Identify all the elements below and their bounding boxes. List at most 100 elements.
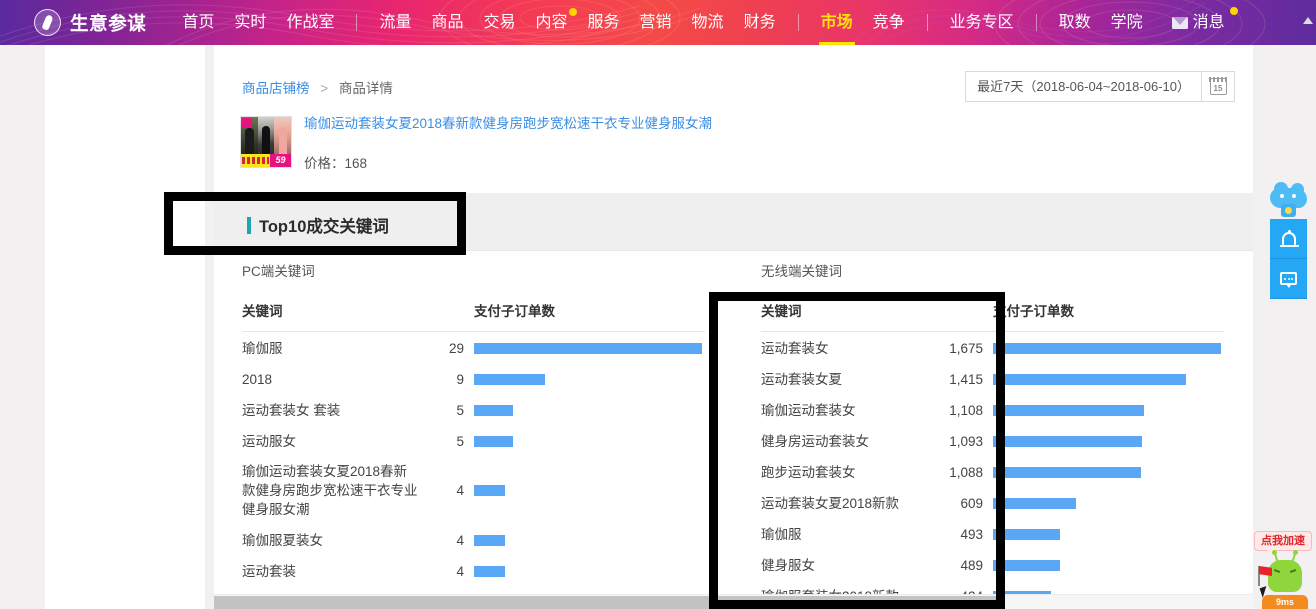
feather-badge-icon[interactable] <box>34 9 61 36</box>
nav-item-data-fetch[interactable]: 取数 <box>1058 14 1091 31</box>
mascot-robot-icon[interactable] <box>1270 182 1307 219</box>
nav-item-home[interactable]: 首页 <box>182 14 215 31</box>
table-row[interactable]: 跑步运动套装女 1,088 <box>761 456 1224 487</box>
notification-button[interactable] <box>1270 219 1307 259</box>
mobile-table-body: 运动套装女 1,675 运动套装女夏 1,415 瑜伽运动套装女 1,108 健身房运动套装… <box>761 332 1224 609</box>
mobile-table-header-row: 关键词 支付子订单数 <box>761 300 1224 332</box>
pc-bar-cell <box>474 342 705 354</box>
nav-item-finance[interactable]: 财务 <box>743 14 776 31</box>
breadcrumb-separator: > <box>320 81 329 96</box>
product-thumbnail[interactable]: 59 <box>240 116 292 168</box>
mobile-order-count-cell: 1,415 <box>949 371 983 387</box>
scroll-up-arrow-icon[interactable] <box>1303 17 1313 24</box>
chat-button[interactable] <box>1270 259 1307 299</box>
nav-item-content[interactable]: 内容 <box>526 0 578 45</box>
pc-bar <box>474 373 545 385</box>
horizontal-scrollbar[interactable] <box>214 594 1253 609</box>
nav-item-academy[interactable]: 学院 <box>1110 14 1143 31</box>
speed-bubble-button[interactable]: 点我加速 <box>1254 531 1312 556</box>
product-title[interactable]: 瑜伽运动套装女夏2018春新款健身房跑步宽松速干衣专业健身服女潮 <box>304 116 713 131</box>
speed-booster-widget: 点我加速 9ms <box>1252 527 1314 609</box>
mobile-bar-cell <box>993 435 1224 447</box>
right-gutter <box>1253 45 1316 609</box>
table-row[interactable]: 运动套装女夏 1,415 <box>761 363 1224 394</box>
red-flag-icon <box>1259 566 1272 576</box>
nav-item-products[interactable]: 商品 <box>431 14 464 31</box>
nav-item-messages-label: 消息 <box>1192 14 1225 31</box>
mobile-keyword-cell: 瑜伽服 <box>761 526 802 542</box>
table-row[interactable]: 健身房运动套装女 1,093 <box>761 425 1224 456</box>
pc-order-count-cell: 4 <box>456 563 464 579</box>
nav-item-logistics[interactable]: 物流 <box>691 14 724 31</box>
table-row[interactable]: 运动服女 5 <box>242 425 705 456</box>
nav-item-service[interactable]: 服务 <box>587 14 620 31</box>
floating-side-rail <box>1270 182 1307 299</box>
date-range-picker[interactable]: 最近7天（2018-06-04~2018-06-10） 15 <box>965 71 1235 102</box>
table-row[interactable]: 运动套装女 1,675 <box>761 332 1224 363</box>
nav-item-traffic[interactable]: 流量 <box>379 14 412 31</box>
mobile-bar <box>993 466 1142 478</box>
table-row[interactable]: 2018 9 <box>242 363 705 394</box>
calendar-icon: 15 <box>1208 77 1228 95</box>
table-row[interactable]: 运动套装女夏2018新款 609 <box>761 487 1224 518</box>
mobile-bar-cell <box>993 373 1224 385</box>
pc-keyword-cell: 2018 <box>242 371 273 387</box>
thumbnail-price-strip: 59 <box>241 154 291 167</box>
pc-order-count-cell: 29 <box>448 340 464 356</box>
mobile-keyword-cell: 运动套装女 <box>761 340 829 356</box>
bell-icon <box>1280 229 1299 247</box>
pc-bar-cell <box>474 404 705 416</box>
product-price: 价格：168 <box>304 156 368 171</box>
mobile-header-orders: 支付子订单数 <box>993 304 1074 319</box>
pc-bar-cell <box>474 485 705 496</box>
breadcrumb-item-root[interactable]: 商品店铺榜 <box>242 81 310 96</box>
mobile-bar <box>993 435 1142 447</box>
table-row[interactable]: 瑜伽运动套装女夏2018春新款健身房跑步宽松速干衣专业健身服女潮 4 <box>242 456 705 524</box>
mobile-bar <box>993 404 1144 416</box>
pc-order-count-cell: 4 <box>456 532 464 548</box>
nav-item-business-zone[interactable]: 业务专区 <box>949 14 1014 31</box>
nav-decorative-waves <box>0 0 1266 45</box>
top-navigation-bar: 生意参谋 首页 实时 作战室 流量 商品 交易 内容 服务 营销 物流 财务 市… <box>0 0 1316 45</box>
product-text-block: 瑜伽运动套装女夏2018春新款健身房跑步宽松速干衣专业健身服女潮 价格：168 <box>304 116 712 172</box>
nav-item-market[interactable]: 市场 <box>811 0 863 45</box>
horizontal-scrollbar-thumb[interactable] <box>214 596 1004 609</box>
mobile-keyword-cell: 跑步运动套装女 <box>761 464 856 480</box>
messages-notification-dot <box>1229 7 1238 15</box>
pc-bar-cell <box>474 565 705 577</box>
content-notification-dot <box>568 8 577 16</box>
nav-item-messages[interactable]: 消息 <box>1162 0 1238 45</box>
pc-bar <box>474 565 506 577</box>
mobile-bar-cell <box>993 466 1224 478</box>
green-mascot-icon[interactable] <box>1258 550 1302 592</box>
calendar-button[interactable]: 15 <box>1201 71 1235 102</box>
nav-item-competition[interactable]: 竞争 <box>872 14 905 31</box>
table-row[interactable]: 运动套装 4 <box>242 555 705 586</box>
speed-latency-label: 9ms <box>1262 595 1308 609</box>
pc-bar <box>474 435 514 447</box>
nav-item-realtime[interactable]: 实时 <box>234 14 267 31</box>
table-row[interactable]: 瑜伽服 29 <box>242 332 705 363</box>
nav-item-warroom[interactable]: 作战室 <box>286 14 335 31</box>
mobile-keyword-cell: 运动套装女夏 <box>761 371 842 387</box>
pc-keyword-cell: 瑜伽服夏装女 <box>242 532 323 548</box>
mobile-keyword-panel: 无线端关键词 关键词 支付子订单数 运动套装女 1,675 运动套装女夏 1,415 瑜… <box>733 260 1252 609</box>
table-row[interactable]: 瑜伽服夏装女 4 <box>242 524 705 555</box>
table-row[interactable]: 运动套装女 套装 5 <box>242 394 705 425</box>
left-sidebar-panel <box>45 45 205 609</box>
nav-item-transactions[interactable]: 交易 <box>483 14 516 31</box>
date-range-value[interactable]: 最近7天（2018-06-04~2018-06-10） <box>965 71 1201 102</box>
table-row[interactable]: 瑜伽服 493 <box>761 518 1224 549</box>
pc-table-body: 瑜伽服 29 2018 9 运动套装女 套装 5 运动服女 5 瑜伽运动套装女夏2018春新款健… <box>242 332 705 609</box>
mobile-keyword-cell: 健身服女 <box>761 557 815 573</box>
mobile-bar <box>993 497 1076 509</box>
table-row[interactable]: 瑜伽运动套装女 1,108 <box>761 394 1224 425</box>
mobile-keyword-table: 关键词 支付子订单数 运动套装女 1,675 运动套装女夏 1,415 瑜伽运动套装女 1… <box>761 300 1224 609</box>
chat-bubble-icon <box>1280 272 1297 288</box>
mobile-bar-cell <box>993 342 1224 354</box>
table-row[interactable]: 健身服女 489 <box>761 549 1224 580</box>
pc-keyword-cell: 运动套装女 套装 <box>242 402 341 418</box>
nav-item-content-label: 内容 <box>535 14 568 31</box>
nav-item-marketing[interactable]: 营销 <box>639 14 672 31</box>
